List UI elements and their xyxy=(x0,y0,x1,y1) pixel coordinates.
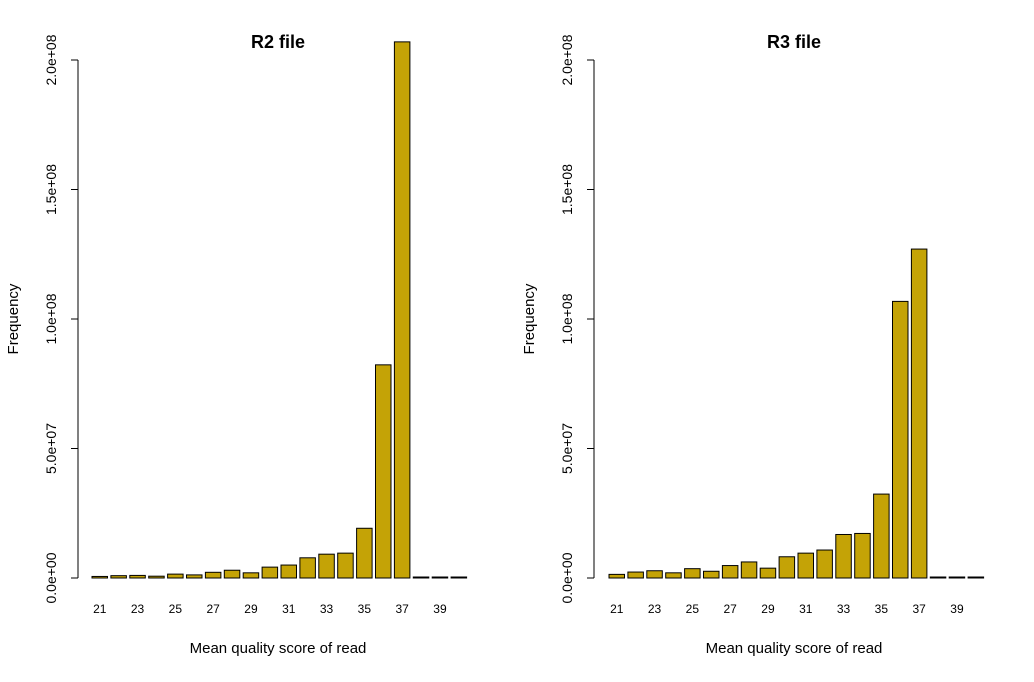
panel-1-x-tick-label: 25 xyxy=(169,602,183,616)
panel-2-bar-22 xyxy=(627,571,644,579)
panel-1-x-axis-label: Mean quality score of read xyxy=(190,640,367,657)
panel-2-y-tick-label: 0.0e+00 xyxy=(559,552,575,603)
panel-2-bar-36 xyxy=(892,300,909,579)
panel-1-y-tick-label: 0.0e+00 xyxy=(43,552,59,603)
panel-1-bar-27 xyxy=(204,571,222,579)
panel-1-y-axis-label: Frequency xyxy=(5,283,22,354)
panel-1-x-tick-label: 33 xyxy=(320,602,334,616)
panel-2-bar-29 xyxy=(759,567,777,579)
panel-2-title: R3 file xyxy=(767,32,821,52)
panel-2-bar-28 xyxy=(740,561,758,579)
panel-1-x-tick-label: 31 xyxy=(282,602,296,616)
panel-2-x-tick-label: 29 xyxy=(761,602,775,616)
panel-2-bar-39 xyxy=(948,576,966,579)
panel-2-bar-37 xyxy=(910,248,928,579)
panel-2-y-tick-label: 1.0e+08 xyxy=(559,293,575,344)
panel-1-bar-33 xyxy=(318,553,335,579)
panel-2-x-tick-label: 23 xyxy=(648,602,662,616)
panel-2-bar-34 xyxy=(854,532,871,579)
panel-1-bar-40 xyxy=(450,576,468,579)
panel-2-x-tick-label: 25 xyxy=(686,602,700,616)
panel-2-y-tick-label: 2.0e+08 xyxy=(559,34,575,85)
panel-1-x-tick-label: 27 xyxy=(206,602,220,616)
panel-1-title: R2 file xyxy=(251,32,305,52)
panel-2-x-tick-label: 33 xyxy=(837,602,851,616)
panel-2-bar-30 xyxy=(778,556,796,579)
panel-2-x-tick-label: 21 xyxy=(610,602,624,616)
panel-1-y-tick-label: 2.0e+08 xyxy=(43,34,59,85)
panel-2-x-tick-label: 27 xyxy=(723,602,737,616)
panel-2-bar-21 xyxy=(608,573,625,579)
panel-1-bar-23 xyxy=(129,574,146,579)
panel-1-x-tick-label: 29 xyxy=(244,602,258,616)
panel-2-x-tick-label: 37 xyxy=(912,602,926,616)
panel-1-bar-22 xyxy=(110,575,127,579)
panel-2-x-tick-label: 35 xyxy=(875,602,889,616)
panel-1-bar-31 xyxy=(280,564,297,579)
panel-2-bar-35 xyxy=(873,493,890,579)
panel-2-x-tick-label: 39 xyxy=(950,602,964,616)
panel-1-x-tick-label: 21 xyxy=(93,602,107,616)
panel-1-bar-24 xyxy=(148,575,165,579)
panel-1-y-tick-label: 1.5e+08 xyxy=(43,164,59,215)
panel-2-bar-40 xyxy=(967,576,985,579)
panel-2-x-tick-label: 31 xyxy=(799,602,813,616)
panel-2-bar-31 xyxy=(797,552,814,579)
panel-1-bar-28 xyxy=(223,569,241,579)
panel-2-bar-33 xyxy=(835,533,852,579)
panel-1-bar-30 xyxy=(261,566,279,579)
panel-2-bar-38 xyxy=(929,576,947,579)
panel-2-bar-25 xyxy=(684,568,701,579)
panel-1-bar-25 xyxy=(167,573,184,579)
panel-1-x-tick-label: 35 xyxy=(358,602,372,616)
panel-2-bar-24 xyxy=(665,572,682,579)
panel-1-bar-35 xyxy=(356,527,373,579)
panel-2-y-tick-label: 1.5e+08 xyxy=(559,164,575,215)
panel-1-x-tick-label: 37 xyxy=(395,602,409,616)
panel-1-bar-29 xyxy=(242,572,260,579)
panel-1-y-tick-label: 1.0e+08 xyxy=(43,293,59,344)
panel-1-bar-36 xyxy=(375,364,392,579)
panel-1-bar-21 xyxy=(91,575,108,579)
panel-2-bar-32 xyxy=(816,549,833,579)
panel-1-x-tick-label: 23 xyxy=(131,602,145,616)
panel-1-bar-34 xyxy=(337,552,354,579)
panel-2-bar-27 xyxy=(721,565,739,579)
panel-2-y-tick-label: 5.0e+07 xyxy=(559,423,575,474)
panel-2-bar-23 xyxy=(646,570,663,579)
panel-1-bar-37 xyxy=(393,41,411,579)
panel-2-y-axis-label: Frequency xyxy=(521,283,538,354)
panel-1-y-tick-label: 5.0e+07 xyxy=(43,423,59,474)
panel-1-bar-32 xyxy=(299,557,316,579)
panel-1-bar-26 xyxy=(186,574,203,579)
panel-1-bar-38 xyxy=(412,576,430,579)
panel-2-bar-26 xyxy=(703,570,720,579)
panel-1-bar-39 xyxy=(431,576,449,579)
panel-2-x-axis-label: Mean quality score of read xyxy=(706,640,883,657)
panel-1-x-tick-label: 39 xyxy=(433,602,447,616)
